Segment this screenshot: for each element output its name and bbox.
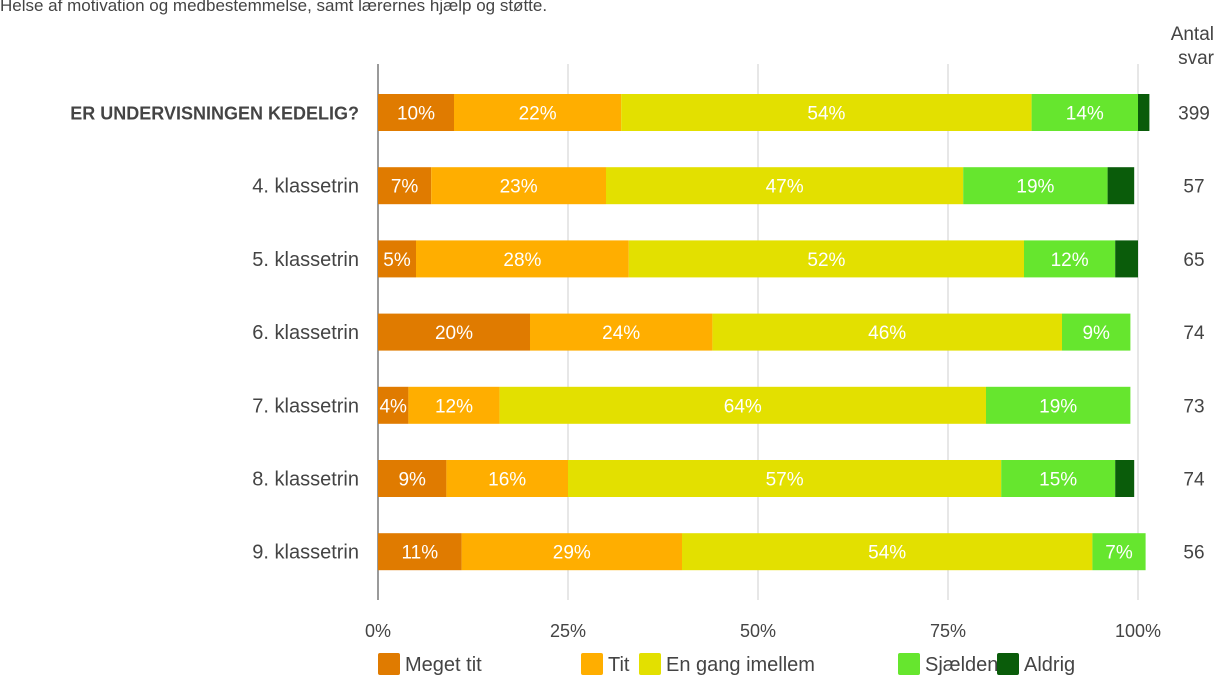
category-label: 9. klassetrin bbox=[252, 542, 359, 564]
x-tick-label: 75% bbox=[930, 621, 966, 641]
bar-segment bbox=[1115, 240, 1138, 278]
response-count: 57 bbox=[1183, 177, 1204, 198]
bar-segment bbox=[628, 240, 1024, 278]
data-label: 52% bbox=[807, 250, 845, 271]
bar-segment bbox=[378, 240, 416, 278]
bar-segment bbox=[1024, 240, 1116, 278]
legend-swatch bbox=[378, 653, 400, 675]
x-tick-label: 25% bbox=[550, 621, 586, 641]
data-label: 9% bbox=[1082, 323, 1110, 344]
legend-label: Sjældent bbox=[925, 654, 1004, 676]
bar-segment bbox=[446, 460, 568, 497]
response-count: 74 bbox=[1183, 470, 1205, 491]
bar-segment bbox=[1115, 460, 1135, 497]
bar-segment bbox=[378, 533, 462, 571]
x-tick-labels: 0% 25% 50% 75% 100% bbox=[365, 621, 1161, 641]
data-label: 16% bbox=[488, 470, 526, 491]
bar-segment bbox=[1107, 167, 1135, 205]
x-tick-label: 0% bbox=[365, 621, 391, 641]
data-label: 4% bbox=[379, 396, 407, 417]
data-label: 10% bbox=[397, 104, 435, 125]
data-label: 64% bbox=[724, 396, 762, 417]
data-label: 54% bbox=[807, 104, 845, 125]
legend-swatch bbox=[898, 653, 920, 675]
bar-segment bbox=[416, 240, 629, 278]
bar-segment bbox=[1031, 94, 1138, 131]
category-label: 8. klassetrin bbox=[252, 469, 359, 491]
bar-segment bbox=[621, 94, 1032, 131]
data-label: 7% bbox=[391, 177, 419, 198]
data-label: 29% bbox=[553, 543, 591, 564]
category-label: 6. klassetrin bbox=[252, 322, 359, 344]
legend-label: Aldrig bbox=[1024, 654, 1075, 676]
counts-header-line2: svar bbox=[1178, 48, 1215, 69]
data-label: 23% bbox=[500, 177, 538, 198]
bar-segment bbox=[378, 167, 432, 205]
legend-label: Meget tit bbox=[405, 654, 482, 676]
data-label: 12% bbox=[1051, 250, 1089, 271]
question-label: ER UNDERVISNINGEN KEDELIG? bbox=[70, 104, 359, 124]
response-count: 56 bbox=[1183, 543, 1204, 564]
response-count: 73 bbox=[1183, 396, 1204, 417]
legend-swatch bbox=[997, 653, 1019, 675]
legend-swatch bbox=[581, 653, 603, 675]
bar-segment bbox=[568, 460, 1002, 497]
response-counts: 399 57 65 74 73 74 56 Antal svar bbox=[1171, 24, 1215, 564]
legend-label: Tit bbox=[608, 654, 630, 676]
bar-segment bbox=[530, 313, 713, 351]
bar-segment bbox=[1062, 313, 1131, 351]
data-label: 11% bbox=[401, 543, 438, 564]
category-label: 4. klassetrin bbox=[252, 176, 359, 198]
bar-segment bbox=[1001, 460, 1116, 497]
bar-segment bbox=[378, 386, 409, 424]
chart-subtitle: Helse af motivation og medbestemmelse, s… bbox=[0, 0, 548, 15]
data-label: 28% bbox=[503, 250, 541, 271]
response-count: 74 bbox=[1183, 323, 1205, 344]
data-label: 20% bbox=[435, 323, 473, 344]
bar-segment bbox=[712, 313, 1062, 351]
bar-segment bbox=[963, 167, 1108, 205]
bar-segment bbox=[986, 386, 1131, 424]
data-label: 19% bbox=[1039, 396, 1077, 417]
data-label: 47% bbox=[766, 177, 804, 198]
data-labels: 10% 22% 54% 14% 7% 23% 47% 19% 5% 28% 52% 12% 20% 24%… bbox=[379, 104, 1132, 564]
category-label: 5. klassetrin bbox=[252, 249, 359, 271]
data-label: 14% bbox=[1066, 104, 1104, 125]
counts-header-line1: Antal bbox=[1171, 24, 1214, 45]
bar-segment bbox=[682, 533, 1093, 571]
bar-segment bbox=[461, 533, 682, 571]
data-label: 5% bbox=[383, 250, 411, 271]
legend-swatch bbox=[639, 653, 661, 675]
legend: Meget tit Tit En gang imellem Sjældent Aldri… bbox=[378, 653, 1075, 676]
x-tick-label: 50% bbox=[740, 621, 776, 641]
category-labels: ER UNDERVISNINGEN KEDELIG? 4. klassetrin 5… bbox=[70, 104, 359, 564]
bar-segment bbox=[1092, 533, 1146, 571]
bar-segment bbox=[431, 167, 606, 205]
bar-segment bbox=[378, 94, 454, 131]
data-label: 15% bbox=[1039, 470, 1077, 491]
data-label: 57% bbox=[766, 470, 804, 491]
data-label: 46% bbox=[868, 323, 906, 344]
response-count: 65 bbox=[1183, 250, 1204, 271]
data-label: 9% bbox=[398, 470, 426, 491]
legend-label: En gang imellem bbox=[666, 654, 815, 676]
category-label: 7. klassetrin bbox=[252, 395, 359, 417]
bars bbox=[378, 94, 1150, 571]
x-tick-label: 100% bbox=[1115, 621, 1161, 641]
data-label: 12% bbox=[435, 396, 473, 417]
bar-segment bbox=[378, 313, 530, 351]
data-label: 54% bbox=[868, 543, 906, 564]
data-label: 7% bbox=[1105, 543, 1133, 564]
data-label: 24% bbox=[602, 323, 640, 344]
bar-segment bbox=[606, 167, 964, 205]
bar-segment bbox=[454, 94, 622, 131]
response-count: 399 bbox=[1178, 104, 1210, 125]
data-label: 22% bbox=[519, 104, 557, 125]
bar-segment bbox=[408, 386, 500, 424]
bar-segment bbox=[499, 386, 986, 424]
data-label: 19% bbox=[1016, 177, 1054, 198]
bar-segment bbox=[378, 460, 447, 497]
bar-segment bbox=[1138, 94, 1150, 131]
